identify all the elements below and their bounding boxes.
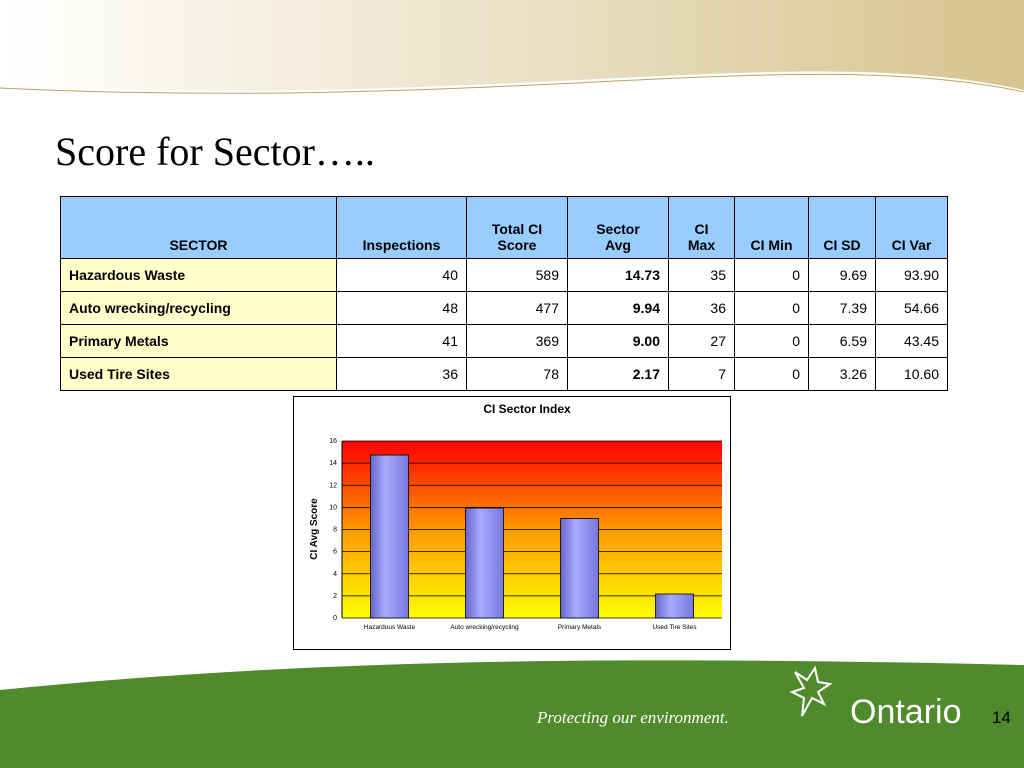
x-tick-label: Hazardous Waste	[364, 624, 416, 631]
table-row: Used Tire Sites 36 78 2.17 7 0 3.26 10.60	[60, 357, 948, 391]
column-header: CI Min	[734, 196, 809, 259]
score-table: SECTOR Inspections Total CI Score Sector Av…	[60, 196, 948, 391]
value-cell: 7	[668, 357, 735, 391]
top-line	[0, 73, 1024, 94]
bottom-wave	[0, 660, 1024, 768]
value-cell: 40	[336, 258, 467, 292]
bar	[465, 507, 504, 619]
y-tick-label: 14	[329, 460, 337, 467]
table-row: Auto wrecking/recycling 48 477 9.94 36 0 7.39 5…	[60, 291, 948, 325]
y-tick-label: 8	[333, 527, 337, 534]
tagline: Protecting our environment.	[537, 708, 729, 727]
value-cell: 2.17	[567, 357, 669, 391]
value-cell: 3.26	[808, 357, 876, 391]
sector-cell: Auto wrecking/recycling	[60, 291, 337, 325]
bar	[655, 593, 694, 619]
value-cell: 36	[336, 357, 467, 391]
bar	[370, 454, 409, 619]
value-cell: 0	[734, 357, 809, 391]
brand: Ontario	[850, 693, 962, 731]
value-cell: 9.69	[808, 258, 876, 292]
value-cell: 0	[734, 258, 809, 292]
slide-title: Score for Sector…..	[55, 129, 375, 174]
page-number: 14	[992, 708, 1011, 727]
y-tick-label: 4	[333, 571, 337, 578]
value-cell: 589	[466, 258, 568, 292]
column-header: Sector Avg	[567, 196, 669, 259]
x-tick-label: Auto wrecking/recycling	[450, 624, 519, 631]
value-cell: 9.00	[567, 324, 669, 358]
value-cell: 477	[466, 291, 568, 325]
value-cell: 54.66	[875, 291, 948, 325]
bar	[560, 518, 599, 619]
chart: CI Sector Index CI Avg Score 0 2 4 6 8 10 12 14…	[293, 396, 731, 650]
x-tick-label: Primary Metals	[558, 624, 602, 631]
value-cell: 9.94	[567, 291, 669, 325]
value-cell: 41	[336, 324, 467, 358]
sector-cell: Hazardous Waste	[60, 258, 337, 292]
value-cell: 27	[668, 324, 735, 358]
value-cell: 14.73	[567, 258, 669, 292]
header-row: SECTOR Inspections Total CI Score Sector Av…	[60, 196, 948, 259]
value-cell: 10.60	[875, 357, 948, 391]
sector-cell: Primary Metals	[60, 324, 337, 358]
value-cell: 36	[668, 291, 735, 325]
column-header: CI Max	[668, 196, 735, 259]
value-cell: 6.59	[808, 324, 876, 358]
column-header: SECTOR	[60, 196, 337, 259]
y-tick-label: 16	[329, 438, 337, 445]
column-header: CI SD	[808, 196, 876, 259]
column-header: CI Var	[875, 196, 948, 259]
value-cell: 369	[466, 324, 568, 358]
y-tick-label: 12	[329, 482, 337, 489]
column-header: Total CI Score	[466, 196, 568, 259]
table-row: Primary Metals 41 369 9.00 27 0 6.59 43.45	[60, 324, 948, 358]
value-cell: 48	[336, 291, 467, 325]
y-tick-label: 10	[329, 504, 337, 511]
value-cell: 93.90	[875, 258, 948, 292]
x-tick-label: Used Tire Sites	[652, 624, 697, 631]
sector-cell: Used Tire Sites	[60, 357, 337, 391]
y-tick-label: 6	[333, 549, 337, 556]
column-header: Inspections	[336, 196, 467, 259]
y-tick-label: 2	[333, 593, 337, 600]
value-cell: 0	[734, 324, 809, 358]
y-axis-label: CI Avg Score	[309, 498, 320, 560]
value-cell: 7.39	[808, 291, 876, 325]
value-cell: 0	[734, 291, 809, 325]
chart-title: CI Sector Index	[483, 402, 571, 416]
table-row: Hazardous Waste 40 589 14.73 35 0 9.69 93.90	[60, 258, 948, 292]
top-wave	[0, 0, 1024, 91]
trillium-logo	[789, 665, 833, 717]
value-cell: 43.45	[875, 324, 948, 358]
value-cell: 78	[466, 357, 568, 391]
y-tick-label: 0	[333, 615, 337, 622]
value-cell: 35	[668, 258, 735, 292]
